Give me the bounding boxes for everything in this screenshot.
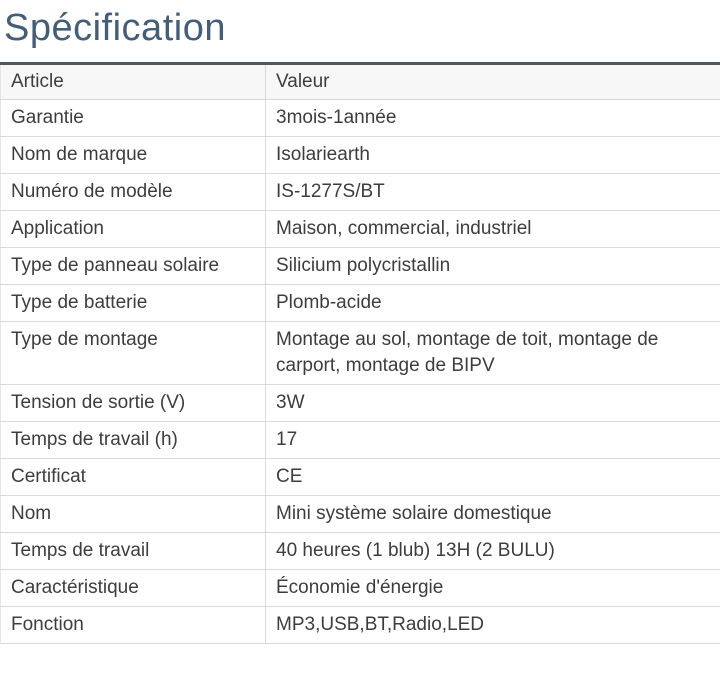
article-cell: Temps de travail (h)	[0, 420, 266, 459]
table-row: Temps de travail (h) 17	[0, 420, 720, 459]
valeur-cell: 3W	[265, 383, 720, 422]
column-header-article: Article	[0, 63, 266, 100]
article-cell: Caractéristique	[0, 568, 266, 607]
table-row: Garantie 3mois-1année	[0, 98, 720, 137]
table-row: Type de batterie Plomb-acide	[0, 283, 720, 322]
column-header-valeur: Valeur	[265, 63, 720, 100]
article-cell: Garantie	[0, 98, 266, 137]
article-cell: Tension de sortie (V)	[0, 383, 266, 422]
table-row: Nom de marque Isolariearth	[0, 135, 720, 174]
table-row: Temps de travail 40 heures (1 blub) 13H (…	[0, 531, 720, 570]
valeur-cell: Maison, commercial, industriel	[265, 209, 720, 248]
article-cell: Numéro de modèle	[0, 172, 266, 211]
article-cell: Temps de travail	[0, 531, 266, 570]
valeur-cell: MP3,USB,BT,Radio,LED	[265, 605, 720, 644]
table-row: Caractéristique Économie d'énergie	[0, 568, 720, 607]
valeur-cell: Plomb-acide	[265, 283, 720, 322]
article-cell: Fonction	[0, 605, 266, 644]
valeur-cell: CE	[265, 457, 720, 496]
table-header: Article Valeur	[0, 63, 720, 100]
article-cell: Nom de marque	[0, 135, 266, 174]
valeur-cell: IS-1277S/BT	[265, 172, 720, 211]
valeur-cell: 17	[265, 420, 720, 459]
table-row: Tension de sortie (V) 3W	[0, 383, 720, 422]
table-header-row: Article Valeur	[0, 63, 720, 100]
table-row: Nom Mini système solaire domestique	[0, 494, 720, 533]
article-cell: Certificat	[0, 457, 266, 496]
valeur-cell: Économie d'énergie	[265, 568, 720, 607]
page-title: Spécification	[4, 7, 226, 49]
article-cell: Type de batterie	[0, 283, 266, 322]
table-body: Garantie 3mois-1année Nom de marque Isolari…	[0, 98, 720, 644]
table-row: Application Maison, commercial, industrie…	[0, 209, 720, 248]
valeur-cell: Isolariearth	[265, 135, 720, 174]
valeur-cell: 40 heures (1 blub) 13H (2 BULU)	[265, 531, 720, 570]
valeur-cell: Mini système solaire domestique	[265, 494, 720, 533]
valeur-cell: Montage au sol, montage de toit, montage…	[265, 320, 720, 385]
article-cell: Type de panneau solaire	[0, 246, 266, 285]
table-row: Type de panneau solaire Silicium polycris…	[0, 246, 720, 285]
article-cell: Type de montage	[0, 320, 266, 385]
table-row: Type de montage Montage au sol, montage d…	[0, 320, 720, 385]
article-cell: Nom	[0, 494, 266, 533]
article-cell: Application	[0, 209, 266, 248]
table-row: Numéro de modèle IS-1277S/BT	[0, 172, 720, 211]
specification-table: Article Valeur Garantie 3mois-1année Nom d…	[0, 61, 720, 644]
valeur-cell: Silicium polycristallin	[265, 246, 720, 285]
table-row: Fonction MP3,USB,BT,Radio,LED	[0, 605, 720, 644]
valeur-cell: 3mois-1année	[265, 98, 720, 137]
table-row: Certificat CE	[0, 457, 720, 496]
